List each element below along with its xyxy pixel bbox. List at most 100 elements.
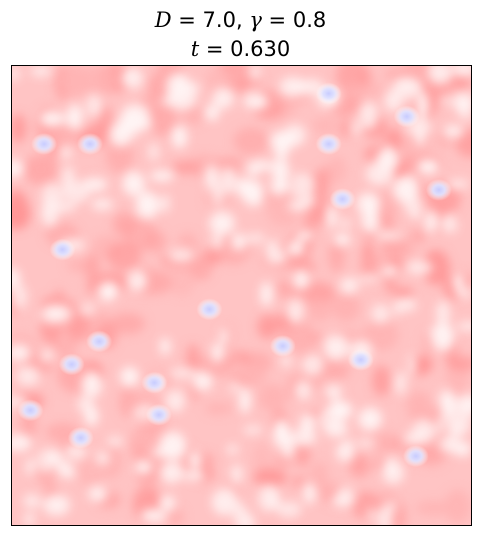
near-zero-blob <box>210 343 224 363</box>
positive-blob <box>317 359 350 381</box>
negative-spot <box>196 298 223 321</box>
near-zero-blob <box>424 211 438 230</box>
near-zero-blob <box>53 203 76 212</box>
positive-blob <box>186 343 200 374</box>
near-zero-blob <box>128 271 147 291</box>
near-zero-blob <box>272 420 291 447</box>
near-zero-blob <box>326 206 337 229</box>
positive-blob <box>328 240 345 273</box>
near-zero-blob <box>231 232 247 251</box>
near-zero-blob <box>148 142 159 161</box>
near-zero-blob <box>24 513 35 525</box>
near-zero-blob <box>300 414 315 435</box>
positive-blob <box>220 66 250 76</box>
near-zero-blob <box>324 422 348 438</box>
positive-blob <box>367 426 391 456</box>
near-zero-blob <box>160 194 171 213</box>
near-zero-blob <box>12 344 30 361</box>
near-zero-blob <box>226 444 239 455</box>
positive-blob <box>314 207 330 226</box>
negative-spot <box>269 335 296 357</box>
near-zero-blob <box>441 391 457 419</box>
positive-blob <box>360 81 385 101</box>
positive-blob <box>147 73 173 100</box>
near-zero-blob <box>160 461 183 484</box>
near-zero-blob <box>436 300 450 328</box>
near-zero-blob <box>39 349 56 363</box>
near-zero-blob <box>122 103 150 124</box>
negative-spot <box>17 399 44 422</box>
near-zero-blob <box>279 76 306 97</box>
near-zero-blob <box>77 396 94 413</box>
near-zero-blob <box>288 172 315 199</box>
near-zero-blob <box>239 387 251 414</box>
positive-blob <box>106 241 142 271</box>
positive-blob <box>253 468 288 487</box>
near-zero-blob <box>447 411 471 437</box>
near-zero-blob <box>357 438 376 448</box>
positive-blob <box>233 127 269 155</box>
near-zero-blob <box>344 439 354 451</box>
near-zero-blob <box>12 284 28 310</box>
near-zero-blob <box>193 372 213 391</box>
near-zero-blob <box>358 274 381 284</box>
near-zero-blob <box>351 121 362 135</box>
negative-spot <box>77 133 103 155</box>
negative-spot <box>425 178 452 201</box>
near-zero-blob <box>430 325 451 336</box>
negative-spot <box>67 426 94 449</box>
near-zero-blob <box>230 463 244 485</box>
near-zero-blob <box>388 501 397 512</box>
positive-blob <box>397 152 414 166</box>
near-zero-blob <box>182 471 205 482</box>
positive-blob <box>411 355 434 374</box>
near-zero-blob <box>456 393 471 416</box>
near-zero-blob <box>457 322 471 331</box>
positive-blob <box>189 255 213 281</box>
near-zero-blob <box>250 66 260 80</box>
near-zero-blob <box>340 277 359 294</box>
near-zero-blob <box>376 230 402 241</box>
param-D-symbol: D <box>154 8 172 32</box>
near-zero-blob <box>402 433 426 444</box>
negative-spot <box>315 82 342 105</box>
near-zero-blob <box>371 304 390 324</box>
near-zero-blob <box>384 90 402 112</box>
near-zero-blob <box>340 219 351 228</box>
positive-blob <box>290 475 308 489</box>
negative-spot <box>145 403 172 426</box>
param-D-value: 7.0 <box>202 8 236 32</box>
near-zero-blob <box>122 171 145 196</box>
near-zero-blob <box>81 176 109 193</box>
negative-spot <box>315 133 342 155</box>
near-zero-blob <box>43 494 70 516</box>
near-zero-blob <box>403 195 422 215</box>
near-zero-blob <box>48 304 73 323</box>
near-zero-blob <box>406 353 416 378</box>
negative-spot <box>329 188 356 211</box>
positive-blob <box>198 351 234 378</box>
near-zero-blob <box>209 211 236 236</box>
near-zero-blob <box>151 447 174 458</box>
near-zero-blob <box>406 260 434 275</box>
near-zero-blob <box>417 159 440 175</box>
positive-blob <box>12 113 27 143</box>
positive-blob <box>130 391 164 405</box>
negative-spot <box>393 105 420 128</box>
near-zero-blob <box>301 354 324 376</box>
positive-blob <box>257 314 277 339</box>
near-zero-blob <box>358 407 383 431</box>
near-zero-blob <box>365 162 393 186</box>
positive-blob <box>59 66 91 98</box>
near-zero-blob <box>95 451 111 465</box>
near-zero-blob <box>135 191 160 219</box>
near-zero-blob <box>437 413 447 436</box>
near-zero-blob <box>293 271 309 289</box>
negative-spot <box>141 371 168 394</box>
negative-spot <box>347 348 374 371</box>
near-zero-blob <box>90 198 114 211</box>
positive-blob <box>112 212 136 237</box>
positive-blob <box>131 441 146 467</box>
positive-blob <box>181 444 194 479</box>
plot-area <box>11 65 472 526</box>
